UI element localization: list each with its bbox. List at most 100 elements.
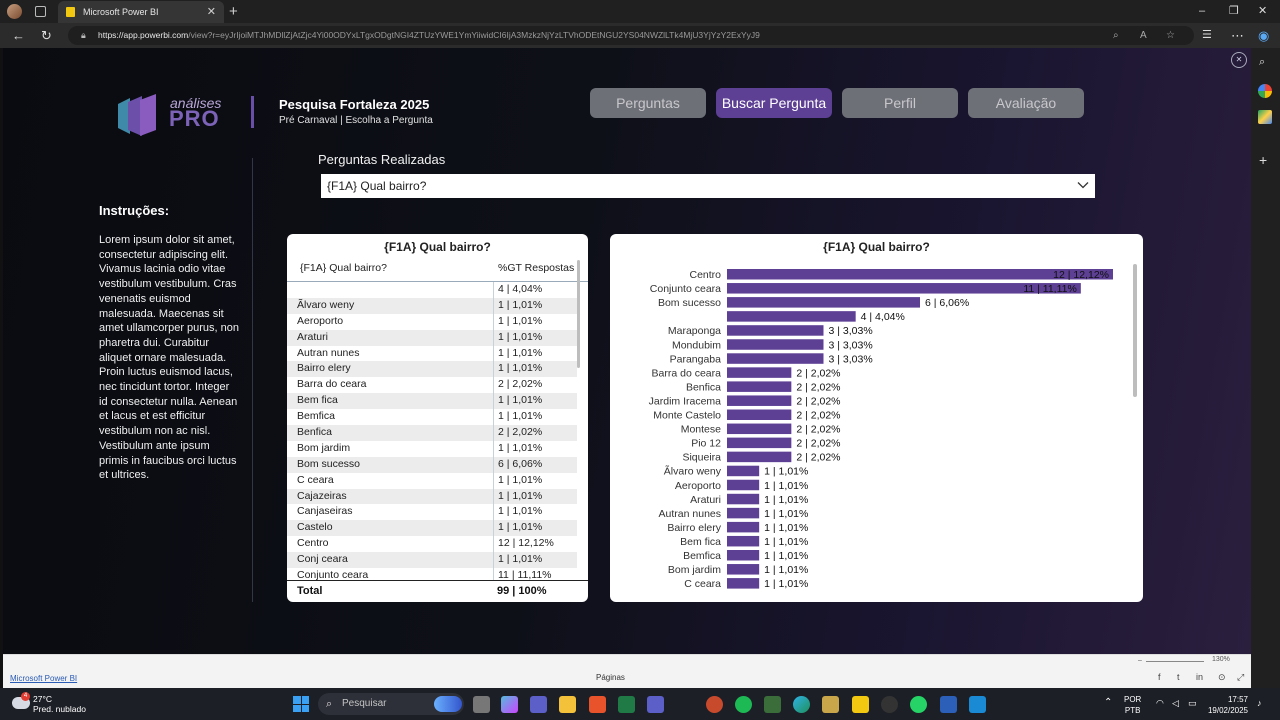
chart-bar[interactable] [727, 269, 1113, 280]
chart-bar[interactable] [727, 550, 760, 561]
volume-icon[interactable]: ◁ [1172, 698, 1179, 708]
table-row[interactable]: C ceara 1 | 1,01% [287, 473, 577, 489]
sidebar-search-icon[interactable]: ⌕ [1259, 56, 1266, 68]
refresh-icon[interactable]: ↻ [41, 28, 52, 43]
teams-work-icon[interactable] [647, 696, 664, 713]
chart-bar[interactable] [727, 437, 792, 449]
chart-bar[interactable] [727, 521, 760, 533]
table-row[interactable]: Ãlvaro weny 1 | 1,01% [287, 297, 577, 314]
vscode-icon[interactable] [969, 696, 986, 713]
wifi-icon[interactable]: ◠ [1156, 698, 1164, 708]
table-row[interactable]: Aeroporto 1 | 1,01% [287, 314, 577, 330]
brave-icon[interactable] [589, 696, 606, 713]
chart-bar[interactable] [727, 535, 760, 547]
question-dropdown[interactable]: {F1A} Qual bairro? [321, 174, 1095, 198]
chart-bar[interactable] [727, 395, 792, 406]
table-row[interactable]: Cajazeiras 1 | 1,01% [287, 488, 577, 505]
profile-avatar[interactable] [7, 4, 22, 19]
browser-tab-powerbi[interactable]: Microsoft Power BI ✕ [58, 1, 224, 23]
spotify-icon[interactable] [735, 696, 752, 713]
table-row[interactable]: Conjunto ceara 11 | 11,11% [287, 568, 577, 580]
url-field[interactable]: 🔒︎ https://app.powerbi.com/view?r=eyJrIj… [68, 26, 1194, 45]
teams-icon[interactable] [530, 696, 547, 713]
column-header-bairro[interactable]: {F1A} Qual bairro? [300, 262, 387, 274]
maximize-button[interactable]: ❐ [1229, 5, 1239, 17]
badge-app-icon[interactable] [822, 696, 839, 713]
edge-icon[interactable] [793, 696, 810, 713]
fullscreen-icon[interactable]: ⤢ [1237, 672, 1245, 682]
powerbi-app-icon[interactable] [852, 696, 869, 713]
table-row[interactable]: Bom jardim 1 | 1,01% [287, 441, 577, 457]
windows-start-icon[interactable] [293, 696, 309, 712]
table-visual[interactable]: {F1A} Qual bairro? {F1A} Qual bairro? %G… [287, 234, 588, 602]
chart-bar[interactable] [727, 493, 760, 505]
close-window-button[interactable]: ✕ [1258, 5, 1268, 17]
chart-bar[interactable] [727, 297, 920, 308]
tray-chevron-up-icon[interactable]: ⌃ [1104, 697, 1113, 708]
table-row[interactable]: Bairro elery 1 | 1,01% [287, 361, 577, 378]
read-aloud-icon[interactable]: A [1140, 30, 1147, 41]
powerbi-link[interactable]: Microsoft Power BI [10, 674, 78, 683]
table-row[interactable]: Bemfica 1 | 1,01% [287, 409, 577, 425]
word-icon[interactable] [940, 696, 957, 713]
nav-button-avaliacao[interactable]: Avaliação [968, 88, 1084, 118]
chart-bar[interactable] [727, 339, 824, 350]
table-row[interactable]: Bem fica 1 | 1,01% [287, 393, 577, 410]
google-icon[interactable] [1258, 84, 1272, 98]
nav-button-buscar-pergunta[interactable]: Buscar Pergunta [716, 88, 832, 118]
twitter-share-icon[interactable]: t [1177, 672, 1180, 682]
chart-bar[interactable] [727, 451, 792, 463]
chart-bar[interactable] [727, 311, 856, 322]
tab-actions-icon[interactable] [35, 6, 46, 17]
chart-bar[interactable] [727, 367, 792, 378]
table-row[interactable]: Araturi 1 | 1,01% [287, 329, 577, 346]
clock[interactable]: 17:57 19/02/2025 [1206, 694, 1248, 716]
nav-button-perguntas[interactable]: Perguntas [590, 88, 706, 118]
app-icon[interactable] [764, 696, 781, 713]
chart-bar[interactable] [727, 325, 824, 336]
file-explorer-icon[interactable] [559, 696, 576, 713]
excel-icon[interactable] [618, 696, 635, 713]
new-tab-button[interactable]: + [229, 3, 238, 20]
chart-bar[interactable] [727, 409, 792, 421]
chart-bar[interactable] [727, 283, 1081, 294]
linkedin-share-icon[interactable]: in [1196, 672, 1204, 682]
focus-mode-icon[interactable]: ✕ [1231, 52, 1247, 68]
chart-bar[interactable] [727, 465, 760, 477]
link-share-icon[interactable]: ⊙ [1218, 672, 1226, 682]
tab-close-icon[interactable]: ✕ [206, 6, 216, 18]
table-row[interactable]: Centro 12 | 12,12% [287, 536, 577, 552]
chart-bar[interactable] [727, 381, 792, 392]
table-row[interactable]: Conj ceara 1 | 1,01% [287, 552, 577, 569]
table-row[interactable]: Castelo 1 | 1,01% [287, 520, 577, 537]
powerpoint-icon[interactable] [706, 696, 723, 713]
table-row[interactable]: Barra do ceara 2 | 2,02% [287, 377, 577, 393]
chart-bar[interactable] [727, 423, 792, 435]
notification-bell-icon[interactable]: ♪ [1257, 698, 1262, 708]
zoom-icon[interactable]: ⌕ [1113, 30, 1119, 41]
chart-bar[interactable] [727, 564, 760, 575]
more-menu-icon[interactable]: ⋯ [1231, 28, 1244, 43]
chart-scrollbar[interactable] [1133, 264, 1137, 397]
pages-button[interactable]: Páginas [596, 673, 625, 682]
table-row[interactable]: 4 | 4,04% [287, 282, 577, 298]
weather-widget[interactable]: 27°C Pred. nublado [33, 694, 86, 714]
battery-icon[interactable]: ▭ [1188, 698, 1197, 708]
bar-chart-visual[interactable]: Centro 12 | 12,12% Conjunto ceara 11 | 11,1… [610, 234, 1143, 602]
keyboard-language[interactable]: POR PTB [1124, 694, 1141, 716]
whatsapp-icon[interactable] [910, 696, 927, 713]
chart-bar[interactable] [727, 578, 760, 589]
table-row[interactable]: Bom sucesso 6 | 6,06% [287, 456, 577, 473]
zoom-slider[interactable] [1146, 661, 1204, 662]
table-row[interactable]: Benfica 2 | 2,02% [287, 425, 577, 441]
favorite-star-icon[interactable]: ☆ [1166, 30, 1175, 41]
add-sidebar-app-icon[interactable]: + [1259, 152, 1268, 168]
drive-icon[interactable] [1258, 110, 1272, 124]
back-icon[interactable]: ← [12, 28, 25, 43]
minimize-button[interactable]: – [1199, 5, 1206, 17]
table-row[interactable]: Canjaseiras 1 | 1,01% [287, 504, 577, 520]
facebook-share-icon[interactable]: f [1158, 672, 1161, 682]
copilot-app-icon[interactable] [501, 696, 518, 713]
column-header-respostas[interactable]: %GT Respostas [498, 262, 575, 274]
favorites-icon[interactable]: ☰ [1202, 29, 1212, 41]
